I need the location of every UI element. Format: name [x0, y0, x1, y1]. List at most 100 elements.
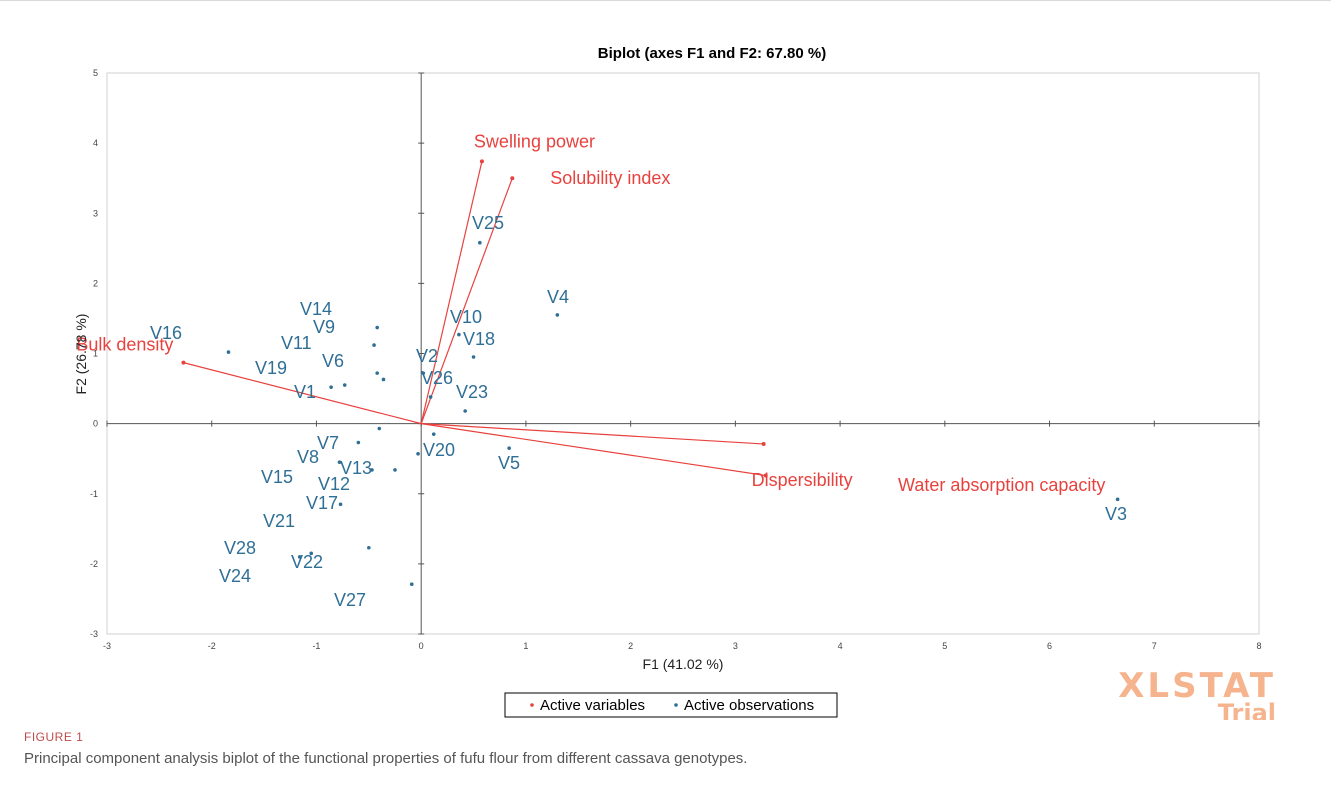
legend-variables-marker [530, 703, 534, 707]
variable-vectors [181, 159, 768, 478]
observation-point-v3 [1115, 497, 1120, 502]
observation-point-v16 [226, 350, 231, 354]
observation-label-v27: V27 [334, 590, 366, 610]
y-tick-label: 2 [93, 278, 98, 288]
x-tick-label: -3 [103, 641, 111, 651]
observation-label-v2: V2 [416, 346, 438, 366]
vector-tip-bulk-density [181, 360, 186, 365]
figure-label: FIGURE 1 [24, 730, 84, 744]
observation-point-v21 [338, 502, 343, 507]
observation-point-v18 [471, 355, 476, 359]
observation-label-v15: V15 [261, 467, 293, 487]
observation-label-v14: V14 [300, 299, 332, 319]
x-tick-label: 3 [733, 641, 738, 651]
observation-label-v19: V19 [255, 358, 287, 378]
observation-point-v10 [457, 332, 461, 337]
observation-point-v13 [416, 451, 420, 456]
observation-point-v19 [381, 377, 386, 382]
observation-label-v9: V9 [313, 317, 335, 337]
variable-label-swelling-power: Swelling power [474, 131, 595, 151]
observation-point-v11 [375, 371, 379, 375]
observation-point-v27 [409, 582, 414, 587]
observation-label-v13: V13 [340, 458, 372, 478]
xlstat-watermark: XLSTAT Trial [1118, 666, 1276, 720]
observation-point-v25 [478, 240, 482, 245]
biplot-chart: Biplot (axes F1 and F2: 67.80 %) -3 -2 -1 0… [73, 45, 1276, 720]
figure-caption: Principal component analysis biplot of t… [24, 750, 748, 767]
legend-observations-marker [674, 703, 678, 707]
observation-label-v11: V11 [281, 333, 312, 353]
observation-point-v5 [507, 446, 511, 450]
observation-label-v28: V28 [224, 538, 256, 558]
x-tick-label: 7 [1152, 641, 1157, 651]
observation-point-v9 [372, 343, 376, 347]
observation-point-v22 [367, 545, 371, 550]
vector-tip-dispersibility [761, 441, 766, 446]
observation-label-v1: V1 [294, 382, 316, 402]
variable-label-bulk-density: Bulk density [76, 335, 173, 355]
observation-label-v4: V4 [547, 287, 569, 307]
y-tick-label: -1 [90, 489, 98, 499]
y-tick-label: 1 [93, 349, 98, 359]
observation-label-v20: V20 [423, 440, 455, 460]
legend: Active variables Active observations [504, 692, 838, 718]
x-tick-label: 1 [523, 641, 528, 651]
observation-point-v15 [337, 460, 342, 464]
variable-label-dispersibility: Dispersibility [752, 470, 853, 490]
observation-label-v12: V12 [318, 474, 350, 494]
plot-area-frame [106, 72, 1260, 635]
observation-point-v26 [428, 395, 433, 399]
observation-point-v12 [370, 468, 374, 472]
variable-label-solubility-index: Solubility index [550, 168, 670, 188]
x-tick-label: 8 [1256, 641, 1261, 651]
observation-label-v16: V16 [150, 323, 182, 343]
observation-label-v10: V10 [450, 307, 482, 327]
observation-point-v20 [431, 432, 436, 436]
x-tick-label: -1 [312, 641, 320, 651]
vector-dispersibility [421, 423, 764, 445]
y-tick-label: 4 [93, 138, 98, 148]
x-tick-label: 0 [419, 641, 424, 651]
observation-label-v26: V26 [421, 368, 453, 388]
variable-label-water-absorption-capacity: Water absorption capacity [898, 475, 1105, 495]
y-tick-label: 5 [93, 68, 98, 78]
observation-point-v28 [309, 551, 314, 556]
x-tick-label: 2 [628, 641, 633, 651]
observation-point-v8 [356, 440, 361, 445]
observation-point-v17 [393, 468, 397, 472]
observation-point-v23 [463, 409, 467, 413]
vector-tip-swelling-power [479, 159, 484, 164]
observation-label-v17: V17 [306, 493, 338, 513]
point-labels: Swelling power Solubility index Bulk densi… [76, 131, 1127, 610]
observation-label-v21: V21 [263, 511, 295, 531]
y-tick-label: 3 [93, 208, 98, 218]
observation-label-v23: V23 [456, 382, 488, 402]
legend-variables-label: Active variables [540, 697, 645, 714]
legend-box [504, 692, 838, 718]
legend-observations-label: Active observations [684, 697, 814, 714]
observation-point-v24 [297, 555, 302, 559]
observation-label-v24: V24 [219, 566, 251, 586]
observation-point-v6 [342, 383, 347, 387]
observation-label-v18: V18 [463, 329, 495, 349]
observation-point-v14 [375, 325, 379, 330]
y-axis-label: F2 (26.78 %) [73, 314, 89, 395]
x-tick-label: -2 [208, 641, 216, 651]
observation-label-v25: V25 [472, 213, 504, 233]
watermark-trial: Trial [1218, 699, 1276, 720]
observation-label-v5: V5 [498, 453, 520, 473]
observation-points [226, 240, 1120, 587]
vector-water-absorption-capacity [421, 423, 766, 477]
observation-point-v1 [329, 385, 333, 389]
vector-swelling-power [420, 161, 483, 424]
y-tick-label: 0 [93, 419, 98, 429]
vector-bulk-density [183, 362, 422, 425]
observation-label-v22: V22 [291, 552, 323, 572]
x-tick-label: 5 [942, 641, 947, 651]
vector-solubility-index [420, 177, 513, 424]
y-tick-label: -3 [90, 629, 98, 639]
observation-label-v8: V8 [297, 447, 319, 467]
vector-tip-water-absorption-capacity [763, 473, 768, 478]
observation-point-v7 [377, 426, 382, 431]
